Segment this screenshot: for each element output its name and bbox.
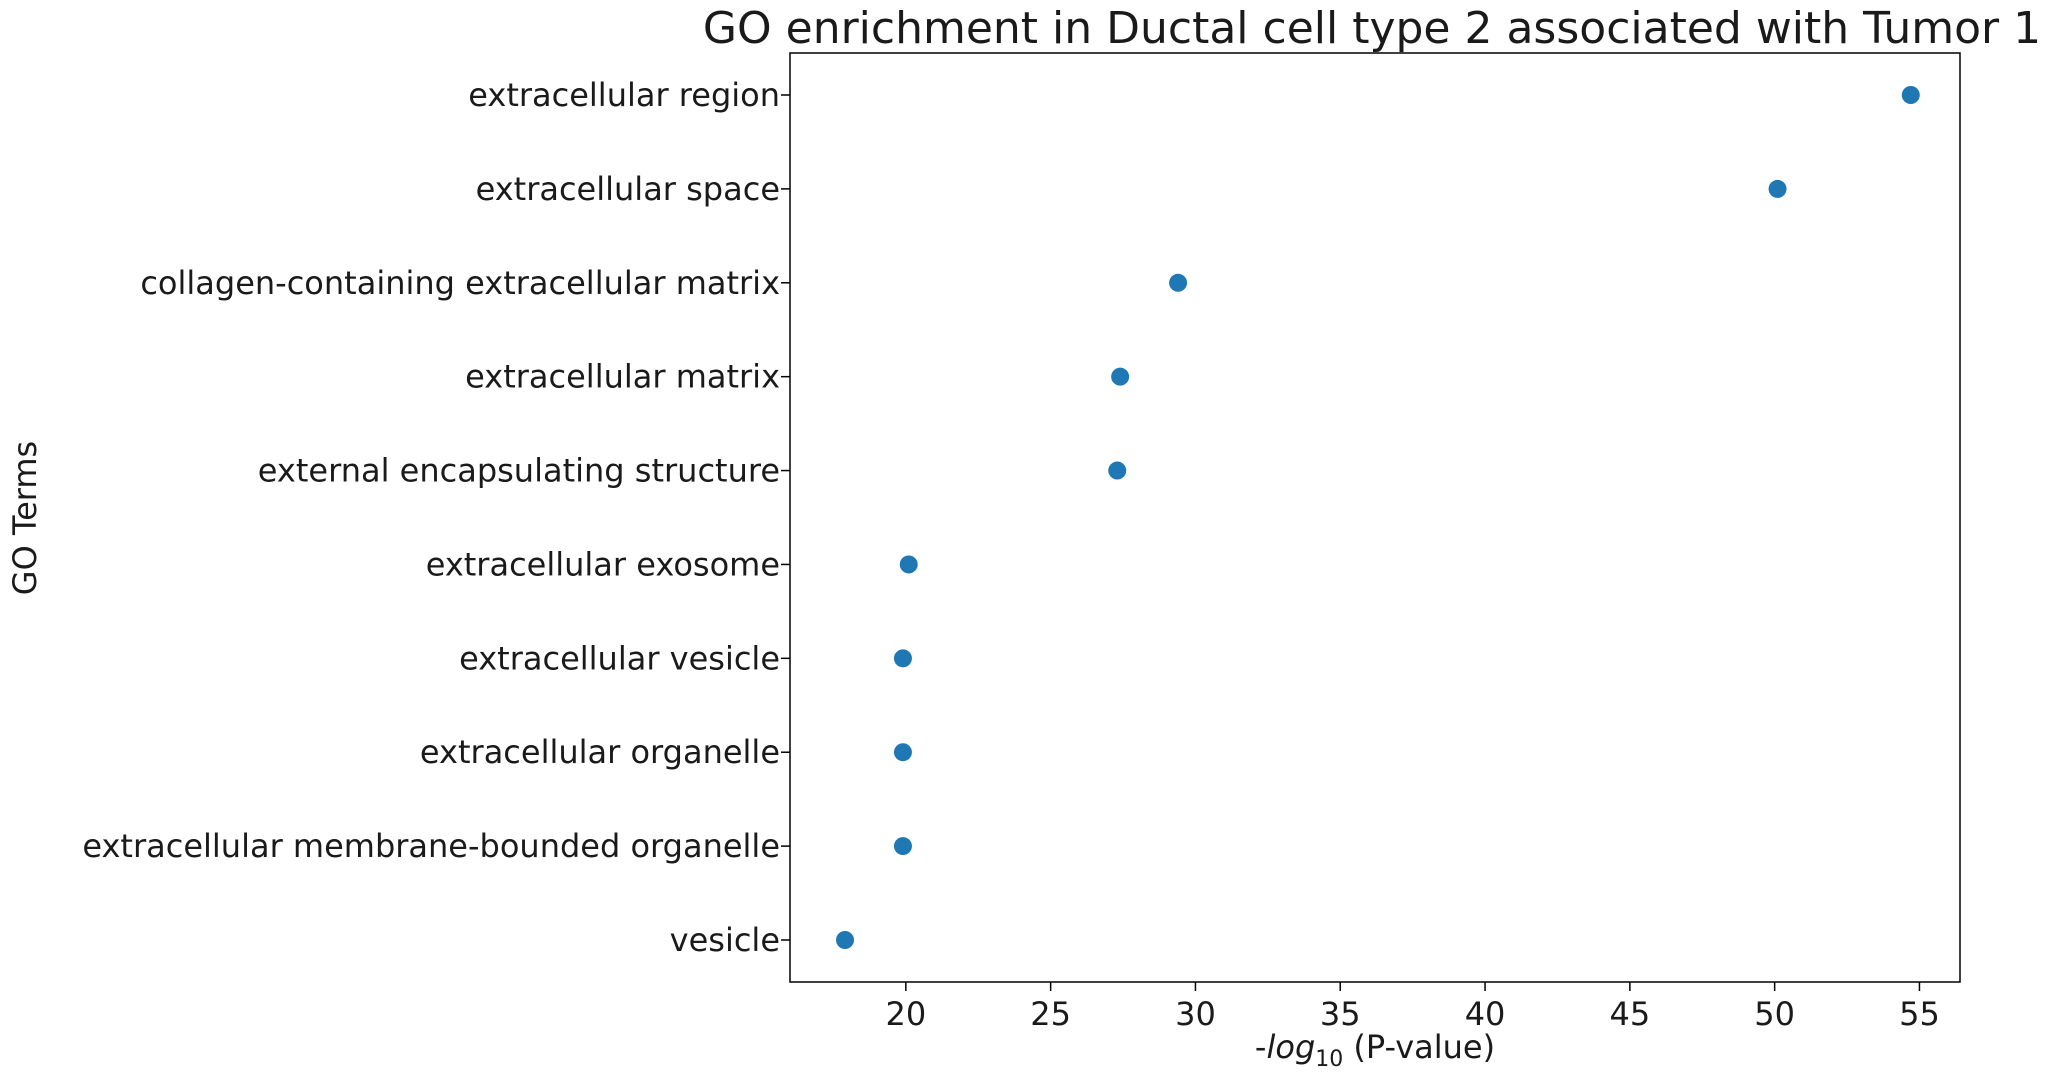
x-tick-label: 50 [1754,995,1795,1033]
y-tick-label: extracellular exosome [426,545,780,583]
data-point [893,649,912,668]
y-tick-label: vesicle [670,921,780,959]
x-tick-label: 25 [1030,995,1071,1033]
x-tick-label: 35 [1320,995,1361,1033]
y-tick-label: collagen-containing extracellular matrix [140,264,780,302]
x-tick-label: 20 [885,995,926,1033]
y-tick-label: external encapsulating structure [258,452,780,490]
x-tick-label: 45 [1609,995,1650,1033]
data-points [836,86,1920,949]
data-point [836,931,855,949]
data-point [893,837,912,856]
data-point [1901,86,1920,104]
y-tick-label: extracellular space [476,170,780,208]
x-axis: 20 25 30 35 40 45 50 55 [885,982,1940,1033]
data-point [1169,273,1188,292]
data-point [1111,367,1130,386]
data-point [1768,179,1787,198]
x-tick-label: 40 [1465,995,1506,1033]
y-axis: extracellular region extracellular space c… [82,76,790,959]
x-tick-label: 55 [1899,995,1940,1033]
x-axis-label: -log10 (P-value) [1255,1028,1495,1072]
plot-area-frame [789,52,1961,983]
y-tick-label: extracellular organelle [420,733,780,771]
data-point [893,743,912,762]
x-tick-label: 30 [1175,995,1216,1033]
y-tick-label: extracellular matrix [465,358,780,396]
chart-title: GO enrichment in Ductal cell type 2 asso… [703,3,2041,54]
y-tick-label: extracellular region [468,76,780,114]
data-point [1108,461,1127,480]
y-tick-label: extracellular vesicle [459,639,780,677]
y-axis-label: GO Terms [6,441,44,595]
data-point [899,555,918,574]
y-tick-label: extracellular membrane-bounded organelle [82,827,780,865]
